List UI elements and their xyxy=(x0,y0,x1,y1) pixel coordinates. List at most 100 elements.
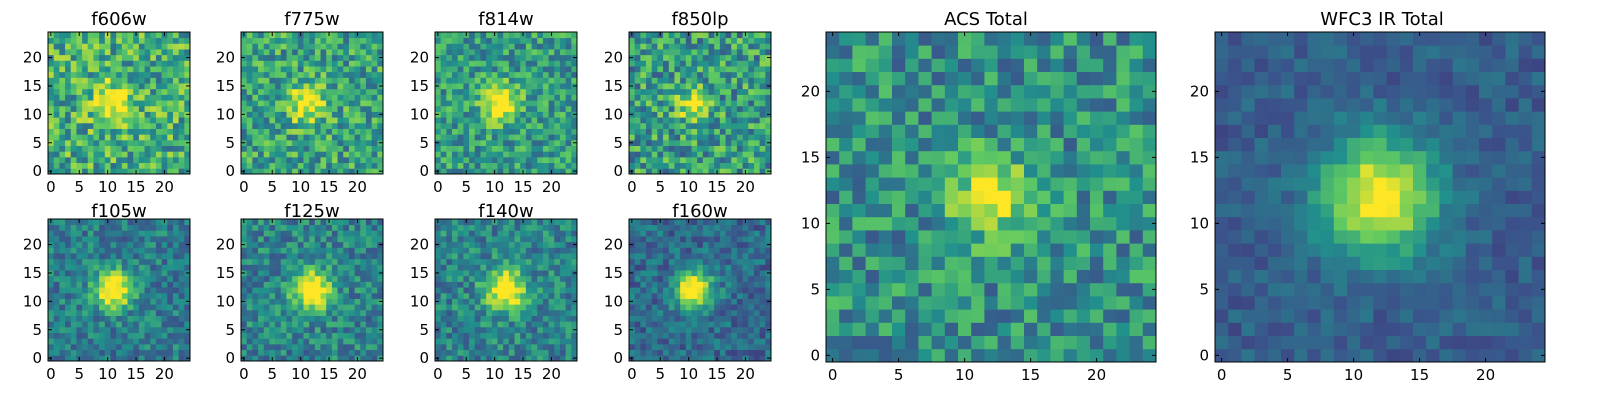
heatmap-cell xyxy=(76,71,83,78)
heatmap-cell xyxy=(377,309,384,316)
heatmap-cell xyxy=(241,332,248,339)
heatmap-cell xyxy=(360,122,367,129)
heatmap-cell xyxy=(337,54,344,61)
heatmap-cell xyxy=(474,355,481,362)
heatmap-cell xyxy=(172,37,180,44)
heatmap-cell xyxy=(93,128,100,135)
heatmap-cell xyxy=(87,287,94,294)
heatmap-cell xyxy=(104,111,111,118)
heatmap-cell xyxy=(116,162,123,169)
heatmap-cell xyxy=(246,253,253,260)
heatmap-cell xyxy=(736,275,743,282)
heatmap-cell xyxy=(172,275,180,282)
heatmap-cell xyxy=(53,258,60,265)
heatmap-cell xyxy=(520,145,527,152)
heatmap-cell xyxy=(685,66,692,73)
heatmap-cell xyxy=(138,162,145,169)
heatmap-cell xyxy=(59,37,66,44)
heatmap-cell xyxy=(59,139,66,146)
heatmap-cell xyxy=(377,88,384,95)
heatmap-cell xyxy=(542,117,549,124)
heatmap-cell xyxy=(121,287,128,294)
x-tick-label: 0 xyxy=(627,178,637,196)
heatmap-cell xyxy=(331,66,338,73)
heatmap-cell xyxy=(326,37,333,44)
heatmap-cell xyxy=(246,258,253,265)
heatmap-cell xyxy=(161,241,168,248)
heatmap-cell xyxy=(663,105,670,112)
heatmap-cell xyxy=(110,134,117,141)
heatmap-cell xyxy=(269,230,276,237)
heatmap-cell xyxy=(48,49,55,56)
heatmap-cell xyxy=(99,100,106,107)
heatmap-cell xyxy=(121,77,128,84)
heatmap-cell xyxy=(480,281,487,288)
heatmap-cell xyxy=(508,281,515,288)
heatmap-cell xyxy=(497,241,504,248)
heatmap-cell xyxy=(753,309,761,316)
heatmap-cell xyxy=(725,332,732,339)
heatmap-cell xyxy=(702,332,709,339)
heatmap-cell xyxy=(680,83,687,90)
heatmap-cell xyxy=(634,111,641,118)
heatmap-cell xyxy=(554,304,561,311)
heatmap-cell xyxy=(161,270,168,277)
heatmap-cell xyxy=(514,83,521,90)
heatmap-cell xyxy=(87,281,94,288)
heatmap-cell xyxy=(634,134,641,141)
heatmap-cell xyxy=(463,83,470,90)
heatmap-cell xyxy=(759,287,766,294)
heatmap-cell xyxy=(542,258,549,265)
heatmap-cell xyxy=(571,332,578,339)
heatmap-cell xyxy=(446,298,453,305)
heatmap-cell xyxy=(714,338,721,345)
heatmap-cell xyxy=(241,100,248,107)
heatmap-cell xyxy=(742,54,749,61)
heatmap-cell xyxy=(93,349,100,356)
heatmap-cell xyxy=(82,270,89,277)
heatmap-cell xyxy=(127,94,134,101)
heatmap-cell xyxy=(457,258,464,265)
heatmap-cell xyxy=(457,83,464,90)
heatmap-cell xyxy=(685,37,692,44)
heatmap-cell xyxy=(354,37,361,44)
heatmap-cell xyxy=(640,292,647,299)
heatmap-cell xyxy=(634,37,641,44)
heatmap-cell xyxy=(172,94,180,101)
heatmap-cell xyxy=(133,111,140,118)
heatmap-cell xyxy=(246,230,253,237)
heatmap-cell xyxy=(480,338,487,345)
heatmap-cell xyxy=(371,94,378,101)
heatmap-cell xyxy=(110,43,117,50)
heatmap-cell xyxy=(646,139,653,146)
heatmap-cell xyxy=(331,343,338,351)
heatmap-cell xyxy=(371,287,378,294)
heatmap-cell xyxy=(457,236,464,243)
heatmap-cell xyxy=(548,275,555,282)
heatmap-cell xyxy=(457,264,464,271)
heatmap-cell xyxy=(138,117,145,124)
heatmap-cell xyxy=(657,37,664,44)
heatmap-cell xyxy=(348,241,355,248)
heatmap-cell xyxy=(446,71,453,78)
heatmap-cell xyxy=(314,43,321,50)
heatmap-cell xyxy=(748,281,755,288)
heatmap-cell xyxy=(365,134,373,141)
heatmap-cell xyxy=(531,32,538,39)
heatmap-cell xyxy=(104,292,111,299)
heatmap-cell xyxy=(514,117,521,124)
heatmap-cell xyxy=(559,304,567,311)
heatmap-cell xyxy=(144,43,151,50)
heatmap-cell xyxy=(167,326,174,333)
heatmap-cell xyxy=(331,54,338,61)
heatmap-cell xyxy=(263,168,270,175)
heatmap-cell xyxy=(161,43,168,50)
heatmap-cell xyxy=(731,77,738,84)
heatmap-cell xyxy=(48,292,55,299)
heatmap-cell xyxy=(65,287,72,294)
heatmap-cell xyxy=(736,326,743,333)
heatmap-cell xyxy=(377,236,384,243)
heatmap-cell xyxy=(702,275,709,282)
heatmap-cell xyxy=(172,105,180,112)
heatmap-cell xyxy=(144,253,151,260)
